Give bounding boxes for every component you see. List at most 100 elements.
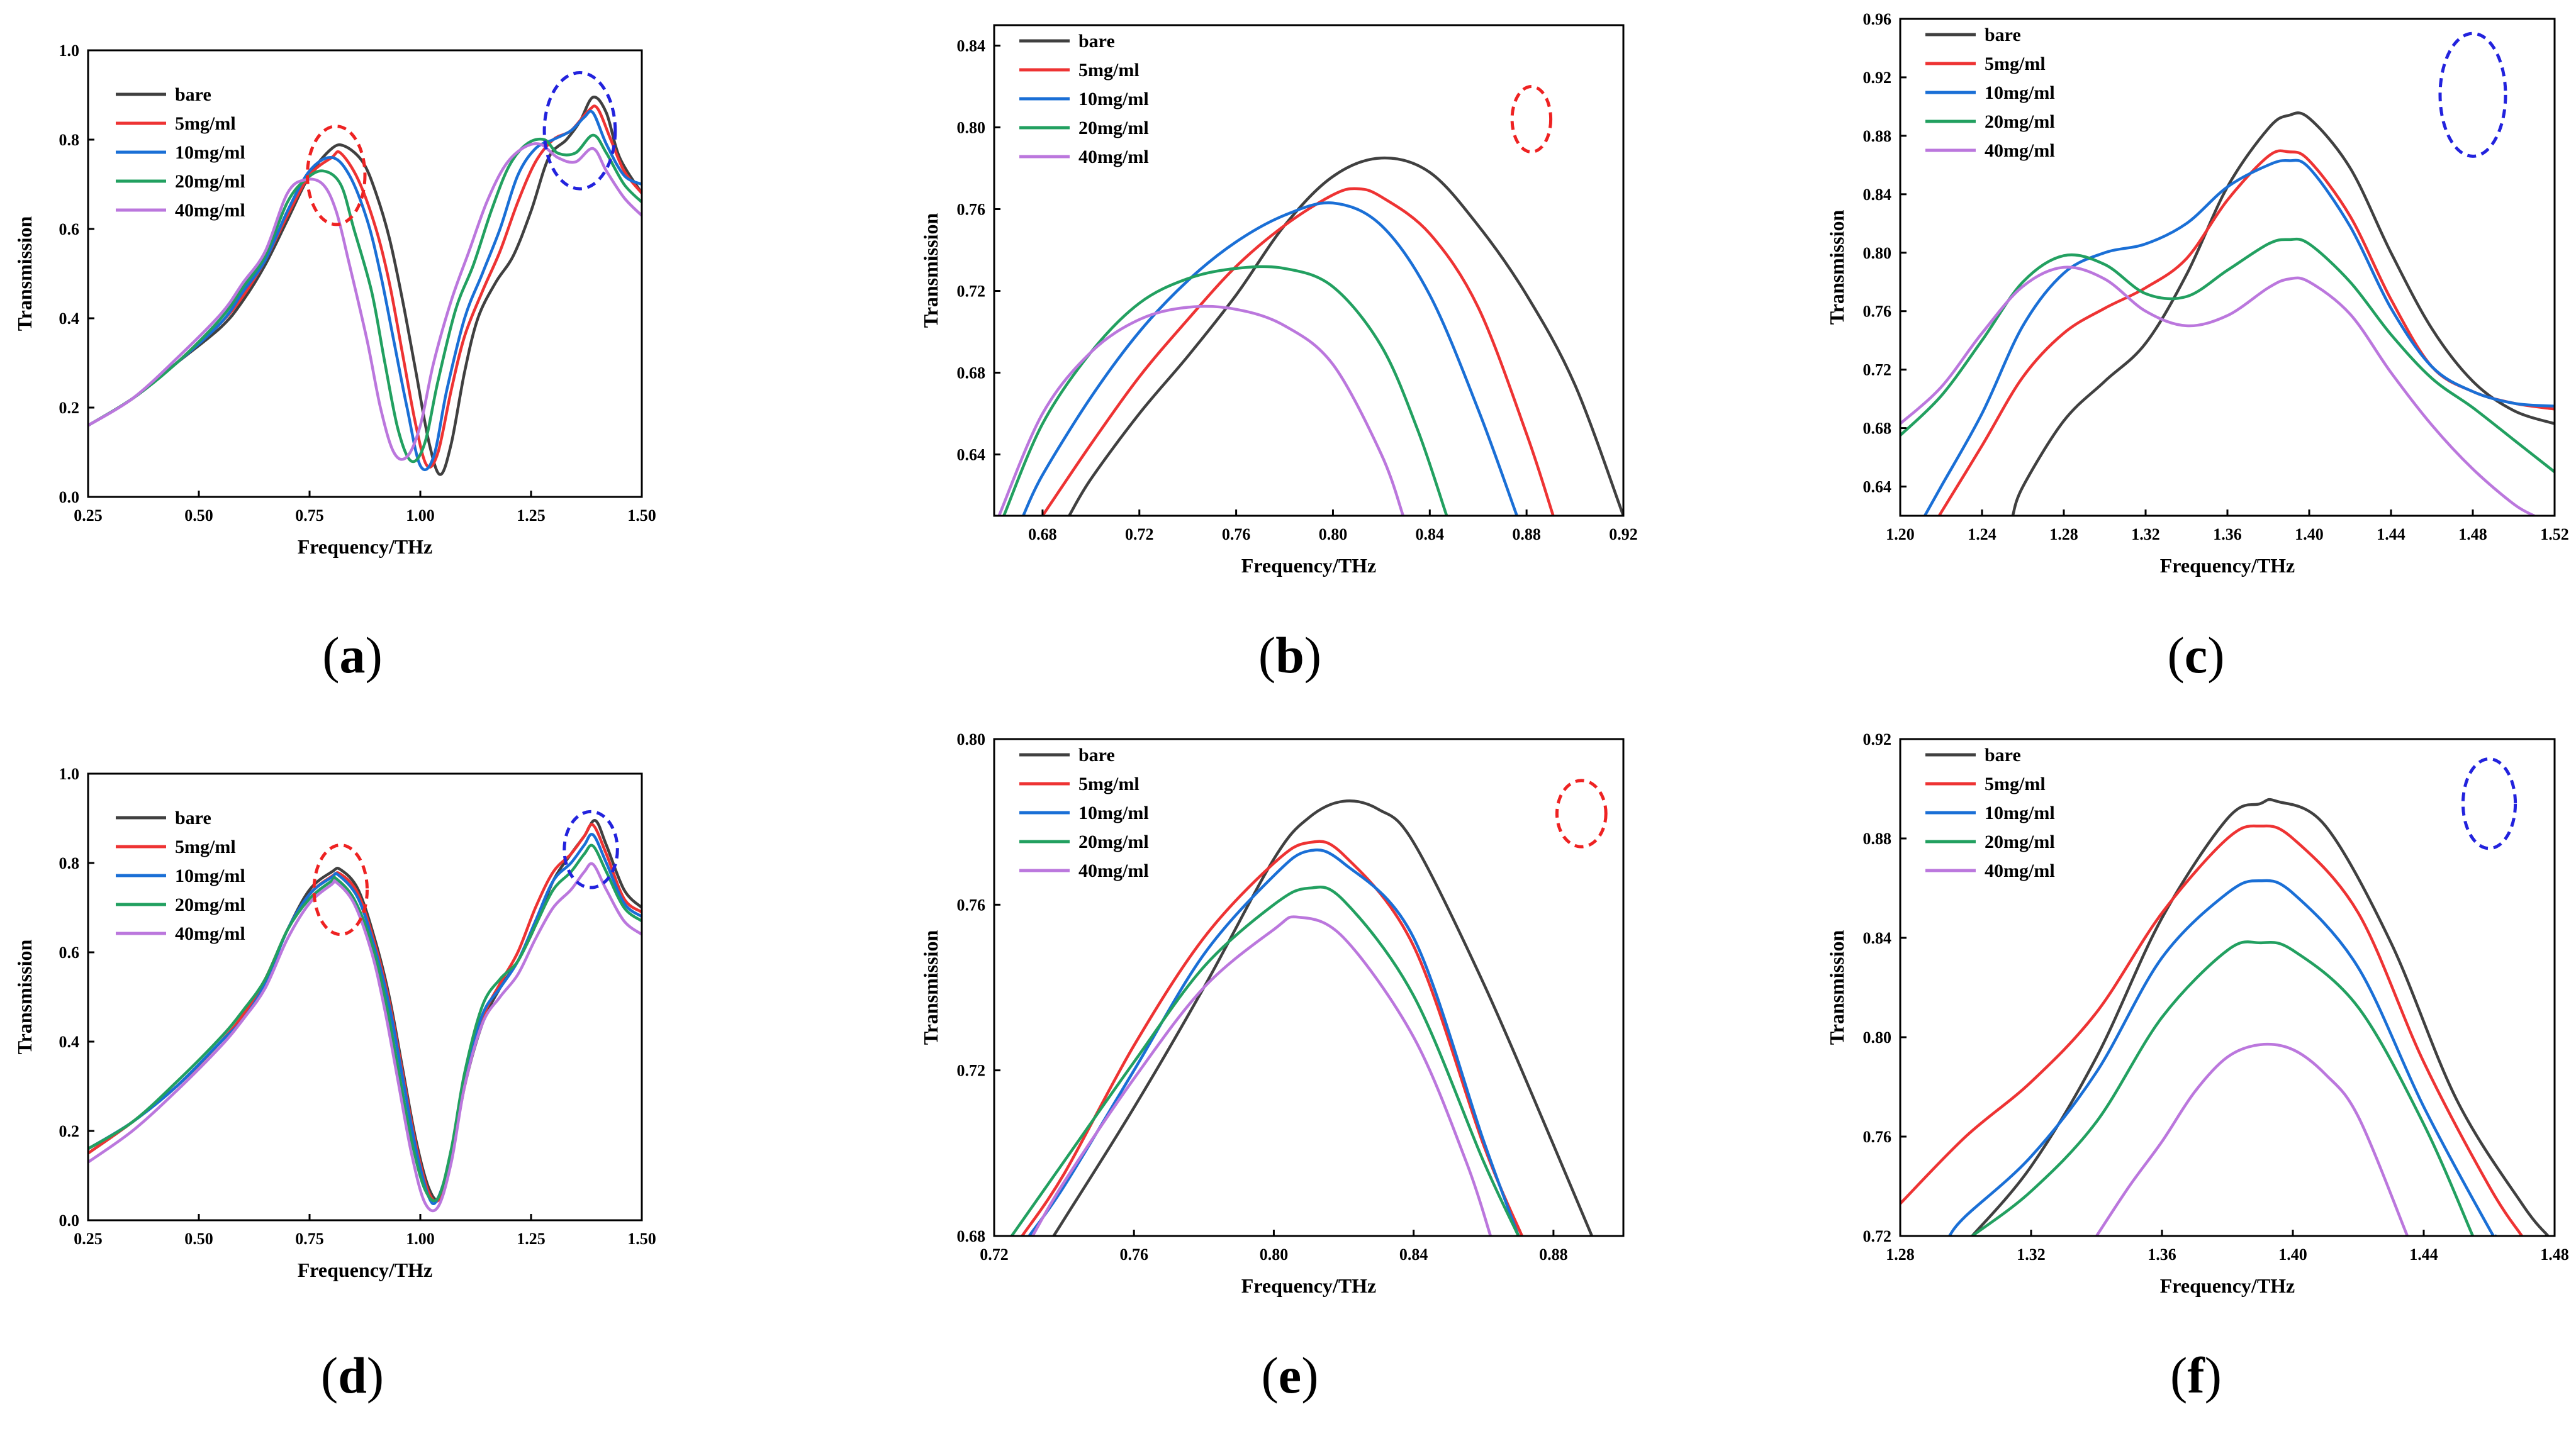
- x-tick-label-c-2: 1.28: [2049, 525, 2078, 543]
- y-tick-label-b-3: 0.76: [957, 201, 986, 219]
- series-line-a-4: [88, 142, 642, 461]
- series-line-b-2: [1021, 201, 1519, 516]
- y-tick-label-e-1: 0.72: [957, 1062, 986, 1080]
- y-tick-label-d-1: 0.2: [59, 1122, 80, 1140]
- series-line-d-0: [88, 819, 642, 1202]
- annotation-circle-c-0: [2438, 31, 2507, 158]
- plot-frame-b: [993, 24, 1625, 517]
- x-tick-label-c-3: 1.32: [2131, 525, 2160, 543]
- legend-label-b-1: 5mg/ml: [1078, 60, 1140, 81]
- y-tick-label-d-3: 0.6: [59, 943, 80, 962]
- y-tick-label-d-4: 0.8: [59, 854, 80, 872]
- legend-label-e-1: 5mg/ml: [1078, 774, 1140, 794]
- x-tick-label-d-4: 1.25: [517, 1230, 546, 1248]
- panel-label-a-open: (: [322, 626, 340, 684]
- panel-label-f: (f): [2102, 1346, 2290, 1405]
- legend-label-a-2: 10mg/ml: [175, 142, 245, 163]
- x-axis-label-f: Frequency/THz: [2160, 1274, 2295, 1297]
- series-line-f-4: [2095, 1042, 2409, 1236]
- x-axis-label-d: Frequency/THz: [298, 1259, 433, 1281]
- series-line-e-0: [1052, 799, 1594, 1236]
- legend-label-c-0: bare: [1985, 25, 2021, 45]
- y-tick-label-d-5: 1.0: [59, 765, 80, 783]
- panel-label-f-close: ): [2204, 1347, 2222, 1404]
- legend-label-c-4: 40mg/ml: [1985, 140, 2055, 161]
- series-group-e: [1010, 799, 1594, 1236]
- y-tick-label-c-4: 0.80: [1863, 244, 1892, 262]
- y-tick-label-c-5: 0.84: [1863, 186, 1892, 204]
- legend-label-f-1: 5mg/ml: [1985, 774, 2046, 794]
- x-tick-label-c-1: 1.24: [1968, 525, 1996, 543]
- annotation-circle-e-0: [1555, 779, 1608, 849]
- series-group-f: [1900, 798, 2550, 1236]
- y-tick-label-c-6: 0.88: [1863, 127, 1892, 145]
- y-tick-label-a-3: 0.6: [59, 220, 80, 238]
- y-tick-label-c-2: 0.72: [1863, 361, 1892, 379]
- y-tick-label-a-1: 0.2: [59, 399, 80, 417]
- x-tick-label-b-2: 0.76: [1222, 525, 1251, 543]
- panel-label-e: (e): [1196, 1346, 1384, 1405]
- legend-label-e-3: 20mg/ml: [1078, 832, 1149, 852]
- y-tick-label-e-2: 0.76: [957, 896, 986, 914]
- x-tick-label-e-2: 0.80: [1260, 1245, 1289, 1264]
- panel-label-f-open: (: [2170, 1347, 2188, 1404]
- x-tick-label-a-5: 1.50: [627, 506, 656, 525]
- legend-label-f-3: 20mg/ml: [1985, 832, 2055, 852]
- x-tick-label-b-1: 0.72: [1125, 525, 1154, 543]
- series-line-b-4: [997, 304, 1405, 516]
- x-tick-label-d-5: 1.50: [627, 1230, 656, 1248]
- chart-a: 0.25 0.50 0.75 1.00 1.25 1.50 0.0 0.2 0.4 0.6 0.8 1…: [13, 42, 656, 558]
- y-tick-label-b-1: 0.68: [957, 364, 986, 382]
- x-tick-label-b-4: 0.84: [1416, 525, 1445, 543]
- x-tick-label-e-3: 0.84: [1399, 1245, 1428, 1264]
- y-tick-label-f-4: 0.88: [1863, 830, 1892, 848]
- chart-c: 1.20 1.24 1.28 1.32 1.36 1.40 1.44 1.48 1.52 0.64…: [1825, 10, 2569, 577]
- series-line-d-2: [88, 833, 642, 1206]
- x-tick-label-d-2: 0.75: [295, 1230, 324, 1248]
- legend-label-e-2: 10mg/ml: [1078, 803, 1149, 823]
- legend-label-d-3: 20mg/ml: [175, 894, 245, 915]
- series-line-c-0: [2011, 111, 2555, 516]
- panel-label-a-letter: a: [339, 626, 366, 684]
- legend-label-b-0: bare: [1078, 31, 1115, 52]
- y-tick-label-a-5: 1.0: [59, 42, 80, 60]
- y-tick-label-b-4: 0.80: [957, 119, 986, 137]
- annotation-circle-a-0: [305, 125, 367, 226]
- chart-d: 0.25 0.50 0.75 1.00 1.25 1.50 0.0 0.2 0.4 0.6 0.8 1…: [13, 765, 656, 1281]
- panel-label-c-close: ): [2207, 626, 2225, 684]
- chart-f: 1.28 1.32 1.36 1.40 1.44 1.48 0.72 0.76 0.80 0.84…: [1825, 730, 2569, 1297]
- x-tick-label-f-2: 1.36: [2148, 1245, 2176, 1264]
- legend-label-d-0: bare: [175, 808, 211, 828]
- legend-label-a-3: 20mg/ml: [175, 171, 245, 192]
- panel-label-d-close: ): [366, 1347, 384, 1404]
- panel-label-b-letter: b: [1275, 626, 1304, 684]
- x-tick-label-b-5: 0.88: [1512, 525, 1541, 543]
- plot-frame-d: [87, 772, 643, 1222]
- annotation-circle-f-0: [2461, 757, 2517, 850]
- y-tick-label-f-2: 0.80: [1863, 1028, 1892, 1047]
- series-group-d: [88, 819, 642, 1213]
- y-tick-label-c-8: 0.96: [1863, 10, 1892, 28]
- legend-label-a-1: 5mg/ml: [175, 113, 236, 134]
- chart-panel-d: 0.25 0.50 0.75 1.00 1.25 1.50 0.0 0.2 0.4 0.6 0.8 1…: [0, 758, 667, 1404]
- y-tick-label-a-0: 0.0: [59, 488, 80, 506]
- y-axis-label-c: Transmission: [1825, 210, 1848, 325]
- x-tick-label-b-0: 0.68: [1028, 525, 1057, 543]
- x-tick-label-e-1: 0.76: [1119, 1245, 1148, 1264]
- plot-frame-a: [87, 49, 643, 498]
- x-tick-label-a-3: 1.00: [406, 506, 435, 525]
- y-tick-label-c-0: 0.64: [1863, 478, 1892, 496]
- legend-label-d-1: 5mg/ml: [175, 837, 236, 857]
- y-tick-label-f-5: 0.92: [1863, 730, 1892, 749]
- series-line-c-3: [1900, 237, 2555, 474]
- series-line-e-4: [1031, 915, 1492, 1236]
- x-tick-label-a-0: 0.25: [74, 506, 103, 525]
- series-line-e-1: [1021, 840, 1524, 1236]
- y-tick-label-f-0: 0.72: [1863, 1227, 1892, 1245]
- plot-frame-f: [1899, 738, 2556, 1237]
- legend-label-d-2: 10mg/ml: [175, 865, 245, 886]
- series-line-b-3: [1002, 265, 1448, 516]
- series-line-a-3: [88, 133, 642, 464]
- y-tick-label-c-3: 0.76: [1863, 303, 1892, 321]
- x-tick-label-b-3: 0.80: [1319, 525, 1348, 543]
